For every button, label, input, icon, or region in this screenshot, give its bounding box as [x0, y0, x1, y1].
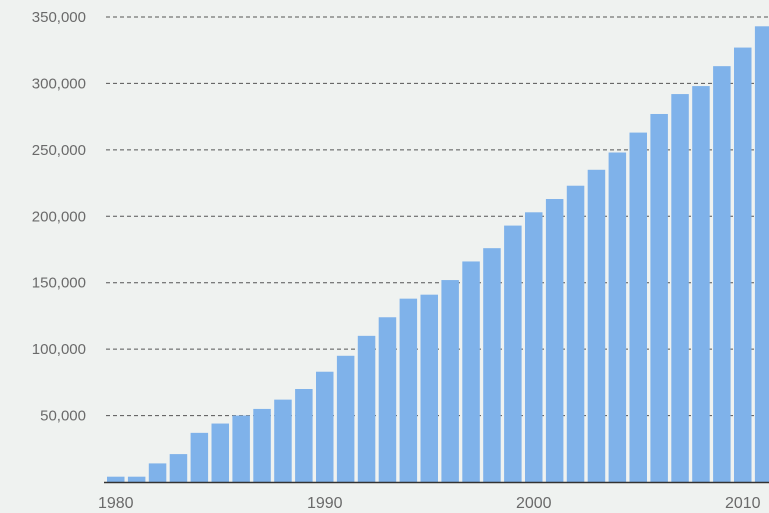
- bar: [692, 86, 710, 482]
- y-axis-ticks: 50,000 100,000 150,000 200,000 250,000 300,00…: [32, 9, 86, 425]
- bar: [441, 280, 459, 482]
- bars: [107, 26, 769, 483]
- y-tick-label: 200,000: [32, 208, 86, 225]
- y-tick-label: 100,000: [32, 341, 86, 358]
- bar: [734, 47, 752, 483]
- bar: [190, 432, 209, 482]
- bar: [650, 113, 668, 482]
- y-tick-label: 300,000: [32, 75, 86, 92]
- bar: [504, 225, 522, 483]
- y-tick-label: 50,000: [40, 408, 86, 425]
- bar: [462, 261, 480, 482]
- x-tick-label: 2010: [725, 495, 761, 512]
- x-tick-label: 2000: [516, 495, 552, 512]
- bar: [754, 26, 769, 483]
- bar: [169, 454, 188, 482]
- y-tick-label: 350,000: [32, 9, 86, 26]
- bar: [587, 169, 606, 483]
- bar: [107, 476, 125, 482]
- y-tick-label: 250,000: [32, 142, 86, 159]
- bar: [211, 423, 229, 482]
- bar: [671, 94, 689, 483]
- bar: [274, 399, 292, 482]
- bar: [525, 212, 543, 483]
- bar: [127, 476, 146, 482]
- bar: [378, 317, 397, 482]
- bar: [483, 248, 501, 482]
- bar: [629, 132, 647, 483]
- bar: [253, 408, 271, 482]
- bar: [316, 371, 334, 482]
- y-tick-label: 150,000: [32, 275, 86, 292]
- bar: [566, 185, 585, 482]
- bar: [336, 355, 355, 482]
- bar: [295, 389, 313, 482]
- x-tick-label: 1990: [307, 495, 343, 512]
- bar: [545, 199, 564, 482]
- x-axis-ticks: 1980 1990 2000 2010: [98, 495, 761, 512]
- bar: [232, 415, 250, 482]
- bar: [399, 298, 418, 482]
- bar: [420, 294, 438, 482]
- bar: [608, 152, 627, 482]
- bar: [148, 463, 167, 482]
- bar: [357, 335, 376, 482]
- x-tick-label: 1980: [98, 495, 134, 512]
- bar: [713, 66, 731, 483]
